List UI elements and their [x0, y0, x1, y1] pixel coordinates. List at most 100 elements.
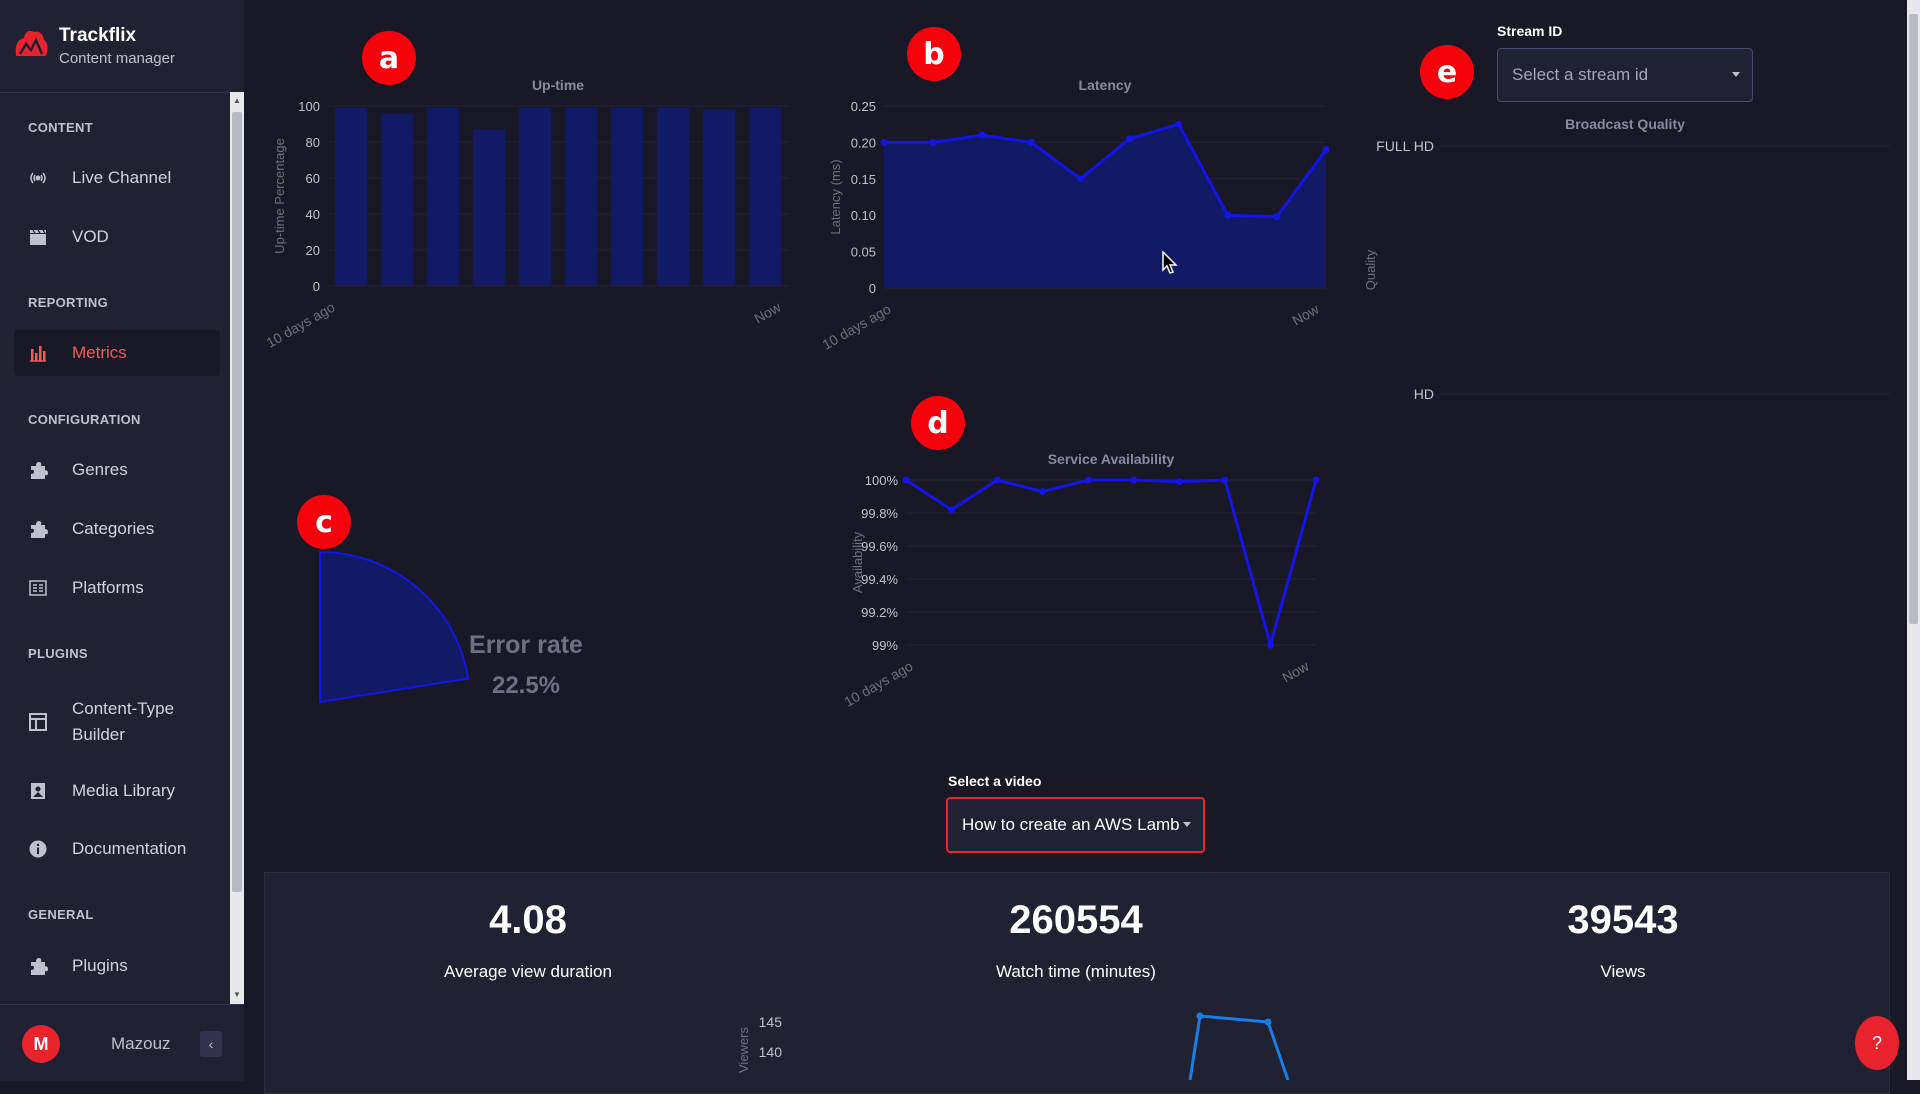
uptime-chart: Up-time Up-time Percentage 100 80 60 40 20 0 10 …	[264, 77, 788, 351]
availability-line	[905, 478, 1318, 651]
availability-point	[1084, 476, 1092, 484]
uptime-bar	[380, 113, 414, 286]
marker-b: b	[907, 27, 961, 81]
y-tick-label: 0	[313, 279, 320, 294]
latency-line	[884, 122, 1328, 219]
chart-title: Broadcast Quality	[1565, 116, 1685, 132]
latency-point	[1322, 146, 1330, 154]
viewers-point	[1196, 1012, 1204, 1020]
sidebar-item-label: Live Channel	[72, 168, 172, 187]
brand-header[interactable]: Trackflix Content manager	[0, 0, 244, 93]
sidebar-item-content-type-builder[interactable]: Content-Type Builder	[14, 692, 220, 752]
brand-name: Trackflix	[59, 25, 137, 46]
sidebar-item-live-channel[interactable]: Live Channel	[14, 155, 220, 201]
y-tick-label: 60	[306, 171, 320, 186]
stream-id-select[interactable]: Select a stream id	[1497, 48, 1753, 102]
error-rate-slice	[319, 550, 470, 704]
y-axis-label: Up-time Percentage	[272, 138, 287, 254]
sidebar-item-label: VOD	[72, 227, 109, 246]
sidebar-item-genres[interactable]: Genres	[14, 447, 220, 493]
stream-id-placeholder: Select a stream id	[1512, 65, 1649, 84]
y-tick-label: 0.25	[851, 99, 876, 114]
x-tick-label: Now	[1279, 657, 1312, 685]
sidebar-item-label: Genres	[72, 460, 128, 479]
caret-down-icon	[1183, 822, 1191, 827]
availability-point	[1130, 476, 1138, 484]
sidebar-item-metrics[interactable]: Metrics	[14, 330, 220, 376]
watch-time-label: Watch time (minutes)	[996, 962, 1156, 981]
y-tick-label: 99.8%	[861, 506, 898, 521]
help-button[interactable]: ?	[1855, 1016, 1899, 1070]
nav-section-configuration: CONFIGURATION	[28, 412, 141, 427]
sidebar-item-label: Metrics	[72, 343, 127, 362]
avatar[interactable]: M	[22, 1025, 60, 1063]
sidebar-item-documentation[interactable]: Documentation	[14, 826, 220, 872]
y-tick-label: 0.10	[851, 208, 876, 223]
viewers-line	[1188, 1014, 1290, 1080]
error-rate-title: Error rate	[469, 631, 583, 659]
uptime-bar	[702, 109, 736, 286]
clapperboard-icon	[30, 229, 46, 245]
sidebar-item-vod[interactable]: VOD	[14, 214, 220, 260]
broadcast-quality-chart: Broadcast Quality Quality FULL HD HD	[1363, 116, 1890, 402]
uptime-bar	[748, 107, 782, 286]
nav-section-plugins: PLUGINS	[28, 646, 88, 661]
availability-point	[993, 476, 1001, 484]
latency-chart: Latency Latency (ms) 0.25 0.20 0.15 0.10 0.05 0…	[819, 77, 1330, 353]
caret-down-icon	[1732, 72, 1740, 77]
marker-e: e	[1420, 45, 1474, 99]
availability-point	[948, 506, 956, 514]
y-tick-label: 99.4%	[861, 572, 898, 587]
sidebar-item-media-library[interactable]: Media Library	[14, 768, 220, 814]
latency-point	[1273, 213, 1281, 221]
sidebar-item-label: Media Library	[72, 781, 175, 800]
page-scrollbar-thumb[interactable]	[1909, 14, 1918, 624]
x-tick-label: Now	[1289, 300, 1322, 328]
y-axis-label: Quality	[1363, 249, 1378, 290]
y-tick-label: 100%	[865, 473, 899, 488]
collapse-sidebar-button[interactable]: ‹	[200, 1031, 222, 1057]
uptime-bar	[426, 107, 460, 286]
sidebar-item-label: Plugins	[72, 956, 128, 975]
video-stats-card	[264, 872, 1890, 1094]
scroll-up-arrow-icon[interactable]: ▲	[233, 96, 241, 105]
sidebar-item-label: Documentation	[72, 839, 187, 858]
sidebar-item-platforms[interactable]: Platforms	[14, 565, 220, 611]
y-tick-label: 99.2%	[861, 605, 898, 620]
latency-point	[929, 138, 937, 146]
availability-point	[1175, 478, 1183, 486]
latency-point	[880, 138, 888, 146]
sidebar: Trackflix Content manager CONTENT Live C…	[0, 0, 244, 1081]
y-tick-label: 140	[759, 1044, 783, 1060]
availability-point	[1266, 641, 1274, 649]
latency-point	[1027, 138, 1035, 146]
sidebar-item-categories[interactable]: Categories	[14, 506, 220, 552]
chart-title: Service Availability	[1048, 451, 1175, 467]
sidebar-scrollbar-thumb[interactable]	[232, 112, 242, 892]
availability-chart: Service Availability Availability 100% 99.8…	[841, 451, 1320, 710]
nav-section-content: CONTENT	[28, 120, 93, 135]
views-label: Views	[1600, 962, 1646, 981]
video-select[interactable]: How to create an AWS Lamb	[946, 797, 1205, 853]
latency-point	[1126, 135, 1134, 143]
average-view-duration-value: 4.08	[489, 898, 567, 942]
x-tick-label: Now	[751, 298, 784, 326]
latency-point	[1175, 120, 1183, 128]
uptime-bar	[610, 107, 644, 286]
y-tick-label: 100	[298, 99, 320, 114]
average-view-duration-label: Average view duration	[444, 962, 612, 981]
info-icon	[29, 840, 47, 858]
x-tick-label: 10 days ago	[841, 658, 915, 710]
y-axis-label: Viewers	[736, 1027, 751, 1074]
scroll-down-arrow-icon[interactable]: ▼	[233, 990, 241, 999]
uptime-bar	[656, 107, 690, 286]
error-rate-value: 22.5%	[492, 672, 560, 699]
sidebar-item-plugins[interactable]: Plugins	[14, 943, 220, 989]
uptime-bar	[564, 107, 598, 286]
user-name[interactable]: Mazouz	[111, 1034, 171, 1053]
trackflix-logo-icon	[15, 30, 48, 56]
nav-section-general: GENERAL	[28, 907, 94, 922]
broadcast-icon	[30, 172, 46, 184]
bar-chart-icon	[30, 346, 46, 362]
views-value: 39543	[1567, 898, 1679, 942]
